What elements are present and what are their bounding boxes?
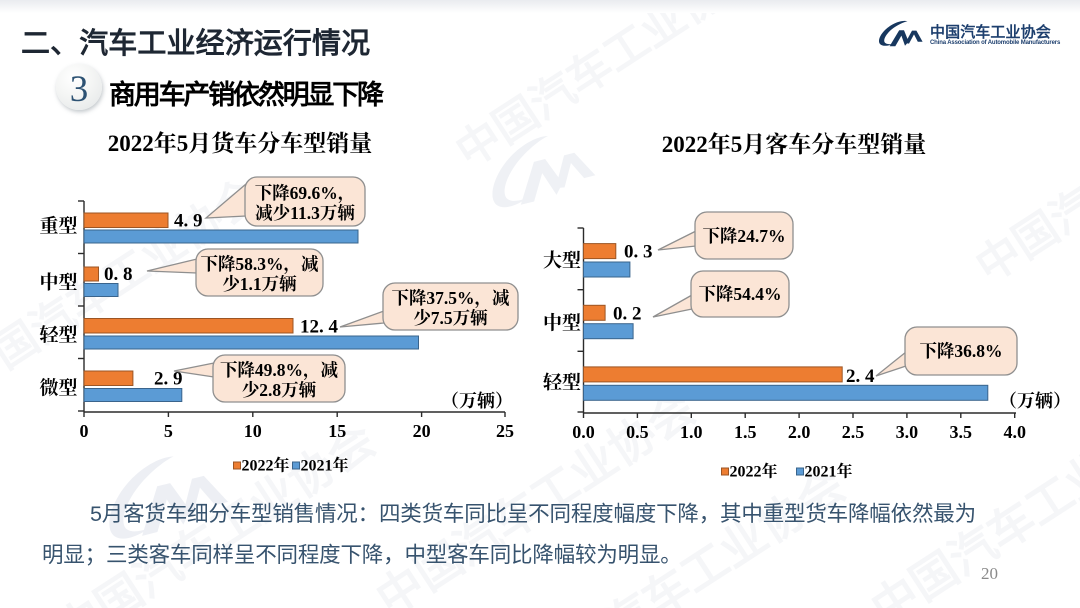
svg-text:大型: 大型	[543, 250, 581, 272]
svg-text:重型: 重型	[39, 215, 77, 237]
svg-text:1.5: 1.5	[734, 422, 757, 442]
svg-text:15: 15	[328, 421, 346, 441]
svg-text:下降37.5%，减: 下降37.5%，减	[391, 288, 510, 309]
svg-text:0: 0	[80, 421, 89, 441]
svg-text:少7.5万辆: 少7.5万辆	[413, 308, 488, 328]
svg-text:10: 10	[244, 421, 262, 441]
svg-text:0. 2: 0. 2	[613, 304, 642, 325]
svg-text:下降54.4%: 下降54.4%	[698, 284, 781, 304]
svg-text:减少11.3万辆: 减少11.3万辆	[255, 203, 355, 223]
svg-text:下降24.7%: 下降24.7%	[702, 226, 785, 246]
svg-text:1.0: 1.0	[680, 422, 703, 442]
svg-text:4. 9: 4. 9	[174, 211, 203, 232]
svg-text:20: 20	[413, 421, 431, 441]
svg-text:少1.1万辆: 少1.1万辆	[222, 274, 297, 294]
svg-text:4.0: 4.0	[1003, 422, 1026, 442]
svg-text:2021年: 2021年	[805, 462, 853, 481]
svg-text:中型: 中型	[39, 272, 77, 294]
svg-text:2. 4: 2. 4	[846, 366, 875, 387]
svg-text:下降69.6%，: 下降69.6%，	[255, 183, 356, 204]
svg-text:0.5: 0.5	[626, 422, 649, 442]
svg-text:25: 25	[496, 421, 514, 441]
svg-text:轻型: 轻型	[543, 372, 581, 394]
svg-text:下降49.8%，减: 下降49.8%，减	[220, 360, 339, 381]
svg-text:5: 5	[164, 421, 173, 441]
svg-text:2022年5月货车分车型销量: 2022年5月货车分车型销量	[108, 130, 373, 156]
svg-text:2022年: 2022年	[242, 456, 290, 475]
svg-text:0.0: 0.0	[572, 422, 595, 442]
svg-text:（万辆）: （万辆）	[441, 391, 513, 411]
svg-text:3.5: 3.5	[950, 422, 973, 442]
svg-text:2. 9: 2. 9	[154, 369, 183, 390]
svg-text:2021年: 2021年	[301, 456, 349, 475]
svg-text:0. 3: 0. 3	[624, 242, 653, 263]
svg-text:2.0: 2.0	[788, 422, 811, 442]
svg-text:中型: 中型	[543, 312, 581, 334]
svg-text:微型: 微型	[39, 377, 77, 399]
svg-text:2022年5月客车分车型销量: 2022年5月客车分车型销量	[662, 131, 927, 157]
svg-text:12. 4: 12. 4	[300, 317, 339, 338]
svg-text:0. 8: 0. 8	[104, 264, 133, 285]
svg-text:2.5: 2.5	[842, 422, 865, 442]
svg-text:3.0: 3.0	[896, 422, 919, 442]
svg-text:下降36.8%: 下降36.8%	[919, 341, 1002, 361]
svg-text:（万辆）: （万辆）	[999, 391, 1071, 411]
svg-text:下降58.3%，减: 下降58.3%，减	[200, 254, 319, 275]
svg-text:2022年: 2022年	[730, 462, 778, 481]
svg-text:少2.8万辆: 少2.8万辆	[242, 380, 317, 400]
svg-text:轻型: 轻型	[39, 324, 77, 346]
